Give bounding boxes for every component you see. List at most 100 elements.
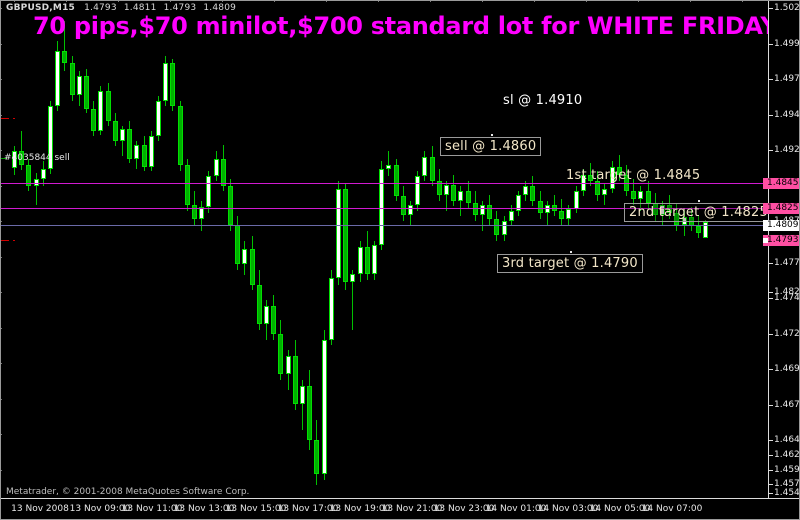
ohlc-close: 1.4809	[203, 3, 237, 13]
candle-body	[264, 306, 269, 324]
price-tick: 1.4920	[769, 145, 800, 156]
grid-line-vertical	[482, 0, 483, 498]
candle-body	[343, 189, 348, 282]
grid-line-vertical	[118, 0, 119, 498]
price-tick: 1.4970	[769, 74, 800, 85]
annotation-sell[interactable]: sell @ 1.4860	[440, 134, 542, 156]
candle-body	[394, 165, 399, 196]
annotation-handle[interactable]	[569, 251, 572, 253]
chart-title-text[interactable]: 70 pips,$70 minilot,$700 standard lot fo…	[33, 12, 768, 40]
candle-body	[610, 167, 615, 189]
grid-line-horizontal	[0, 328, 768, 329]
candle-body	[617, 167, 622, 175]
candle-body	[336, 189, 341, 278]
candle-body	[149, 136, 154, 167]
annotation-target2[interactable]: 2nd target @ 1.4825	[624, 200, 768, 222]
price-tick-label: 1.4695	[774, 364, 800, 374]
level-line-stop-loss[interactable]	[0, 118, 768, 119]
candle-body	[473, 203, 478, 215]
time-tick-label: 13 Nov 11:00	[121, 504, 183, 514]
candle-body	[588, 175, 593, 181]
grid-line-vertical	[430, 0, 431, 498]
candle-body	[127, 129, 132, 159]
price-tick: 1.4570	[769, 479, 800, 490]
candle-body	[703, 222, 708, 238]
price-level-label[interactable]: 1.4845	[763, 178, 800, 189]
price-tick-label: 1.4570	[774, 479, 800, 489]
level-line-entry[interactable]	[0, 158, 768, 159]
grid-line-vertical	[274, 0, 275, 498]
price-tick-mark	[769, 405, 773, 406]
grid-line-vertical	[534, 0, 535, 498]
ohlc-values: 1.4793 1.4811 1.4793 1.4809	[84, 3, 240, 13]
annotation-handle[interactable]	[698, 200, 701, 202]
grid-line-horizontal	[0, 399, 768, 400]
candle-wick	[21, 131, 22, 170]
level-line-target-2[interactable]	[0, 208, 768, 209]
candle-body	[214, 159, 219, 176]
candle-body	[250, 249, 255, 285]
price-tick: 1.5020	[769, 3, 800, 14]
annotation-handle[interactable]	[490, 134, 493, 136]
level-line-target-1[interactable]	[0, 183, 768, 184]
candle-body	[41, 169, 46, 179]
chart-plot-area[interactable]: sl @ 1.4910 sell @ 1.4860 1st target @ 1.4…	[0, 0, 768, 498]
time-tick-label: 13 Nov 23:00	[433, 504, 495, 514]
annotation-target3[interactable]: 3rd target @ 1.4790	[497, 251, 643, 273]
candle-body	[372, 245, 377, 274]
time-axis[interactable]: 13 Nov 2008 13 Nov 09:00 13 Nov 11:00 13 No…	[0, 498, 800, 520]
candle-wick	[302, 380, 303, 430]
price-tick-mark	[769, 493, 773, 494]
chart-grid	[0, 0, 768, 498]
price-tick-mark	[769, 115, 773, 116]
ohlc-low: 1.4793	[163, 3, 197, 13]
grid-line-horizontal	[0, 186, 768, 187]
price-tick: 1.4595	[769, 465, 800, 476]
candle-body	[185, 165, 190, 205]
candle-body	[545, 205, 550, 213]
current-price-marker	[763, 238, 768, 243]
candle-body	[113, 121, 118, 141]
candle-body	[458, 191, 463, 201]
price-tick-mark	[769, 298, 773, 299]
symbol-header: GBPUSD,M15 1.4793 1.4811 1.4793 1.4809	[6, 3, 240, 13]
candle-body	[365, 247, 370, 274]
grid-line-horizontal	[0, 434, 768, 435]
grid-line-horizontal	[0, 470, 768, 471]
price-level-label[interactable]: 1.4793	[763, 235, 800, 246]
grid-line-vertical	[222, 0, 223, 498]
grid-line-vertical	[742, 0, 743, 498]
price-level-label[interactable]: 1.4809	[763, 220, 800, 231]
candle-body	[523, 186, 528, 195]
candle-body	[574, 191, 579, 209]
candle-body	[437, 181, 442, 195]
level-line-current[interactable]	[0, 225, 768, 226]
candle-body	[293, 356, 298, 404]
time-tick-label: 14 Nov 05:00	[589, 504, 651, 514]
order-ticket-label[interactable]: #4035844 sell	[4, 153, 70, 163]
candle-body	[278, 334, 283, 374]
price-axis[interactable]: 1.50201.49951.49701.49451.49201.48951.48…	[763, 0, 800, 498]
level-line-target-3[interactable]	[0, 240, 768, 241]
price-level-label[interactable]: 1.4825	[763, 203, 800, 214]
grid-line-vertical	[326, 0, 327, 498]
candle-body	[516, 195, 521, 211]
price-tick-mark	[769, 8, 773, 9]
candle-body	[98, 91, 103, 131]
ohlc-high: 1.4811	[123, 3, 157, 13]
price-tick-mark	[769, 44, 773, 45]
price-tick-label: 1.4645	[774, 435, 800, 445]
grid-line-horizontal	[0, 257, 768, 258]
annotation-target1[interactable]: 1st target @ 1.4845	[566, 168, 701, 183]
candle-body	[286, 356, 291, 374]
grid-line-horizontal	[0, 363, 768, 364]
candle-body	[300, 386, 305, 404]
candle-body	[62, 51, 67, 63]
candle-body	[48, 106, 53, 169]
grid-line-horizontal	[0, 115, 768, 116]
candle-wick	[482, 201, 483, 231]
grid-line-vertical	[638, 0, 639, 498]
candle-wick	[122, 126, 123, 156]
price-tick-mark	[769, 470, 773, 471]
annotation-sl[interactable]: sl @ 1.4910	[503, 93, 583, 108]
